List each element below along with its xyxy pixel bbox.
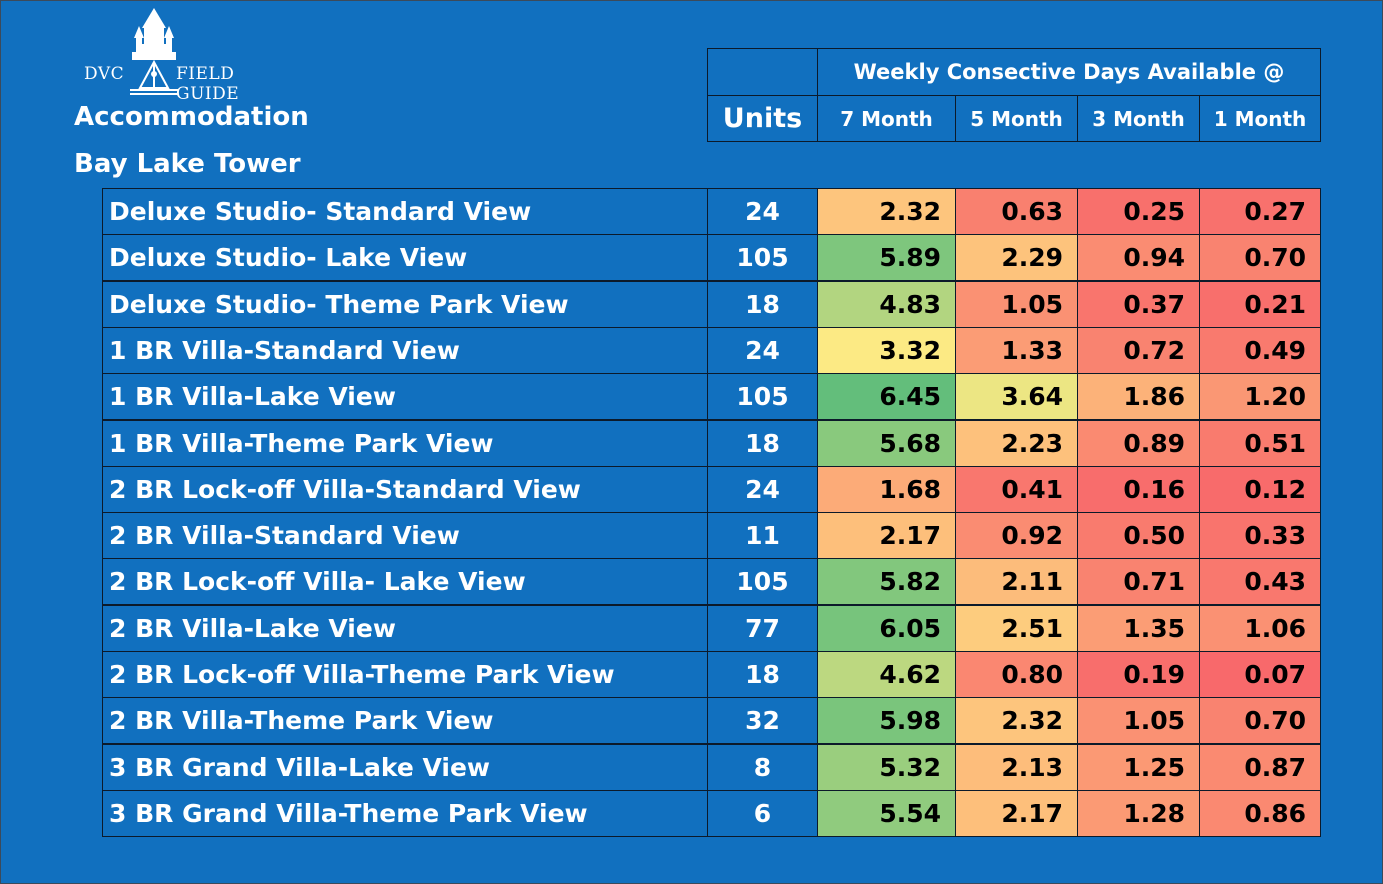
value-cell: 2.17: [955, 789, 1078, 837]
value-cell: 1.33: [955, 326, 1078, 374]
value-cell: 0.50: [1077, 512, 1200, 560]
units-header-top-cell: [707, 48, 818, 96]
value-cell: 1.05: [1077, 697, 1200, 745]
row-name: 1 BR Villa-Lake View: [102, 373, 708, 421]
value-cell: 6.45: [817, 373, 956, 421]
row-name: Deluxe Studio- Theme Park View: [102, 280, 708, 328]
value-cell: 6.05: [817, 604, 956, 652]
value-cell: 0.43: [1199, 558, 1321, 606]
value-cell: 0.12: [1199, 465, 1321, 513]
row-name: 2 BR Villa-Standard View: [102, 512, 708, 560]
value-cell: 4.62: [817, 651, 956, 698]
row-units: 6: [707, 789, 818, 837]
column-header-5-month: 5 Month: [955, 95, 1078, 142]
value-cell: 2.13: [955, 743, 1078, 791]
resort-heading: Bay Lake Tower: [74, 149, 301, 179]
value-cell: 2.29: [955, 234, 1078, 282]
value-cell: 0.19: [1077, 651, 1200, 698]
row-units: 105: [707, 373, 818, 421]
value-cell: 5.89: [817, 234, 956, 282]
row-units: 105: [707, 234, 818, 282]
group-header: Weekly Consective Days Available @: [817, 48, 1321, 96]
dvc-field-guide-logo: DVC FIELD GUIDE: [84, 8, 284, 104]
value-cell: 5.98: [817, 697, 956, 745]
row-name: Deluxe Studio- Standard View: [102, 188, 708, 235]
value-cell: 2.11: [955, 558, 1078, 606]
column-header-3-month: 3 Month: [1077, 95, 1200, 142]
value-cell: 5.54: [817, 789, 956, 837]
value-cell: 0.72: [1077, 326, 1200, 374]
value-cell: 1.25: [1077, 743, 1200, 791]
row-name: 2 BR Lock-off Villa-Theme Park View: [102, 651, 708, 698]
value-cell: 0.70: [1199, 697, 1321, 745]
column-header-7-month: 7 Month: [817, 95, 956, 142]
value-cell: 5.32: [817, 743, 956, 791]
row-units: 24: [707, 465, 818, 513]
row-name: 1 BR Villa-Theme Park View: [102, 419, 708, 467]
value-cell: 1.68: [817, 465, 956, 513]
logo-right-text: FIELD GUIDE: [176, 64, 240, 104]
row-units: 24: [707, 188, 818, 235]
value-cell: 0.33: [1199, 512, 1321, 560]
row-name: 3 BR Grand Villa-Lake View: [102, 743, 708, 791]
row-units: 18: [707, 651, 818, 698]
value-cell: 0.25: [1077, 188, 1200, 235]
value-cell: 0.94: [1077, 234, 1200, 282]
row-name: 3 BR Grand Villa-Theme Park View: [102, 789, 708, 837]
row-units: 11: [707, 512, 818, 560]
row-units: 8: [707, 743, 818, 791]
row-units: 24: [707, 326, 818, 374]
value-cell: 5.82: [817, 558, 956, 606]
value-cell: 2.23: [955, 419, 1078, 467]
value-cell: 0.21: [1199, 280, 1321, 328]
value-cell: 0.80: [955, 651, 1078, 698]
row-name: Deluxe Studio- Lake View: [102, 234, 708, 282]
row-units: 32: [707, 697, 818, 745]
value-cell: 1.28: [1077, 789, 1200, 837]
value-cell: 0.07: [1199, 651, 1321, 698]
value-cell: 4.83: [817, 280, 956, 328]
value-cell: 0.71: [1077, 558, 1200, 606]
row-units: 77: [707, 604, 818, 652]
value-cell: 3.32: [817, 326, 956, 374]
column-header-1-month: 1 Month: [1199, 95, 1321, 142]
castle-icon: [130, 8, 178, 95]
row-name: 1 BR Villa-Standard View: [102, 326, 708, 374]
value-cell: 0.70: [1199, 234, 1321, 282]
value-cell: 2.51: [955, 604, 1078, 652]
value-cell: 0.41: [955, 465, 1078, 513]
logo-left-text: DVC: [84, 64, 125, 84]
row-name: 2 BR Villa-Theme Park View: [102, 697, 708, 745]
row-name: 2 BR Lock-off Villa- Lake View: [102, 558, 708, 606]
value-cell: 0.51: [1199, 419, 1321, 467]
value-cell: 2.32: [955, 697, 1078, 745]
row-units: 18: [707, 280, 818, 328]
value-cell: 3.64: [955, 373, 1078, 421]
value-cell: 0.86: [1199, 789, 1321, 837]
value-cell: 1.06: [1199, 604, 1321, 652]
accommodation-heading: Accommodation: [74, 102, 309, 132]
value-cell: 2.32: [817, 188, 956, 235]
value-cell: 0.89: [1077, 419, 1200, 467]
value-cell: 1.35: [1077, 604, 1200, 652]
value-cell: 0.87: [1199, 743, 1321, 791]
value-cell: 0.16: [1077, 465, 1200, 513]
value-cell: 1.20: [1199, 373, 1321, 421]
value-cell: 0.27: [1199, 188, 1321, 235]
value-cell: 0.49: [1199, 326, 1321, 374]
value-cell: 5.68: [817, 419, 956, 467]
value-cell: 0.92: [955, 512, 1078, 560]
value-cell: 2.17: [817, 512, 956, 560]
value-cell: 0.63: [955, 188, 1078, 235]
value-cell: 1.86: [1077, 373, 1200, 421]
row-name: 2 BR Villa-Lake View: [102, 604, 708, 652]
row-units: 18: [707, 419, 818, 467]
value-cell: 0.37: [1077, 280, 1200, 328]
value-cell: 1.05: [955, 280, 1078, 328]
row-units: 105: [707, 558, 818, 606]
units-header: Units: [707, 95, 818, 142]
row-name: 2 BR Lock-off Villa-Standard View: [102, 465, 708, 513]
